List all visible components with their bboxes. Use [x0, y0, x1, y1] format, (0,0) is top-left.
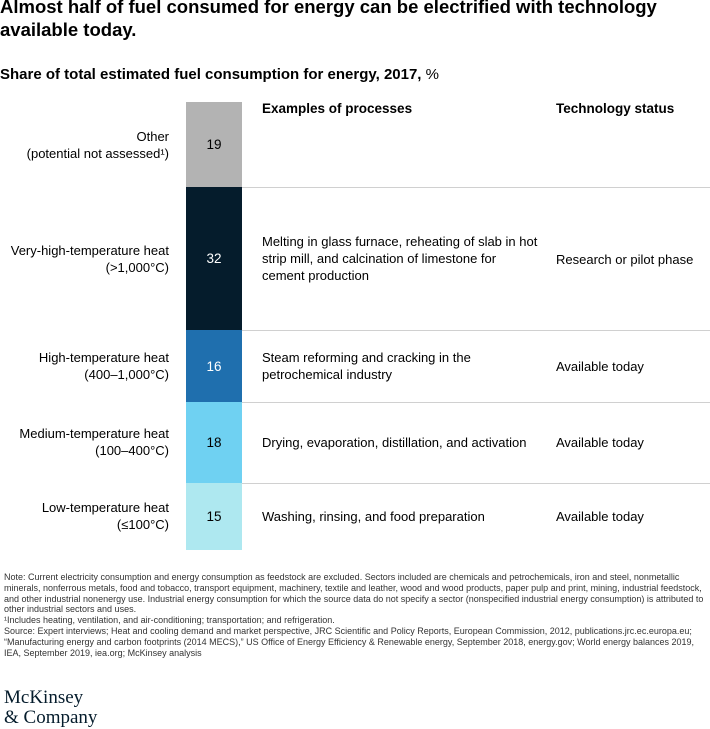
chart-notes: Note: Current electricity consumption an… [4, 572, 704, 658]
technology-status: Research or pilot phase [556, 251, 694, 267]
note-text: Note: Current electricity consumption an… [4, 572, 704, 615]
chart-subtitle: Share of total estimated fuel consumptio… [0, 65, 700, 85]
chart-title: Almost half of fuel consumed for energy … [0, 0, 657, 40]
technology-status: Available today [556, 509, 644, 525]
status-column-header: Technology status [556, 101, 675, 116]
category-label-line-2: (potential not assessed¹) [26, 145, 169, 161]
technology-status: Available today [556, 359, 644, 375]
process-example: Washing, rinsing, and food preparation [262, 508, 485, 524]
process-example: Melting in glass furnace, reheating of s… [262, 234, 538, 284]
processes-column-header: Examples of processes [262, 101, 413, 116]
category-label: Very-high-temperature heat (>1,000°C) [0, 242, 169, 276]
bar-value-label: 16 [206, 358, 222, 374]
bar-segment: 18 [186, 402, 242, 483]
bar-value-label: 18 [206, 434, 222, 450]
bar-value-label: 19 [206, 137, 222, 153]
bar-value-label: 32 [206, 251, 222, 267]
category-label-line-1: Medium-temperature heat [19, 426, 169, 442]
process-example: Drying, evaporation, distillation, and a… [262, 434, 527, 450]
logo-line-2: & Company [4, 707, 98, 728]
footnote-text: ¹Includes heating, ventilation, and air-… [4, 615, 335, 626]
process-example: Steam reforming and cracking in the petr… [262, 350, 471, 383]
category-label-line-2: (≤100°C) [116, 517, 169, 533]
source-text: Source: Expert interviews; Heat and cool… [4, 625, 695, 658]
bar-segment: 19 [186, 102, 242, 188]
category-label: Other (potential not assessed¹) [0, 128, 169, 162]
category-label: High-temperature heat (400–1,000°C) [0, 349, 169, 383]
subtitle-text: Share of total estimated fuel consumptio… [0, 66, 422, 83]
category-label: Medium-temperature heat (100–400°C) [0, 425, 169, 459]
subtitle-unit: % [421, 66, 439, 83]
bar-segment: 32 [186, 187, 242, 331]
row-divider [242, 483, 710, 484]
mckinsey-logo: McKinsey & Company [4, 688, 97, 728]
technology-status: Available today [556, 435, 644, 451]
row-divider [242, 330, 710, 331]
category-label: Low-temperature heat (≤100°C) [0, 499, 169, 533]
category-label-line-1: Very-high-temperature heat [10, 242, 169, 258]
category-label-line-2: (100–400°C) [95, 443, 169, 459]
row-divider [242, 402, 710, 403]
logo-line-1: McKinsey [4, 687, 84, 708]
category-label-line-1: Other [136, 128, 169, 144]
bar-value-label: 15 [206, 508, 222, 524]
category-label-line-1: High-temperature heat [38, 350, 169, 366]
row-divider [242, 187, 710, 188]
category-label-line-2: (400–1,000°C) [84, 367, 169, 383]
bar-segment: 16 [186, 330, 242, 403]
category-label-line-1: Low-temperature heat [41, 500, 169, 516]
category-label-line-2: (>1,000°C) [105, 259, 169, 275]
bar-segment: 15 [186, 482, 242, 550]
